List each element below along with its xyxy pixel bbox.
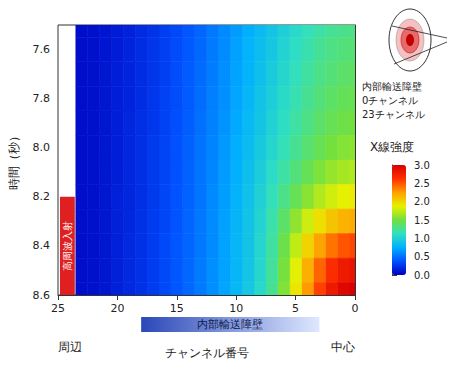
svg-text:8.4: 8.4 [33, 239, 51, 252]
svg-text:8.0: 8.0 [33, 141, 51, 154]
svg-text:X線強度: X線強度 [370, 140, 414, 154]
svg-text:20: 20 [110, 302, 124, 315]
svg-text:5: 5 [292, 302, 299, 315]
svg-text:15: 15 [170, 302, 184, 315]
svg-text:0.0: 0.0 [414, 270, 430, 281]
svg-text:7.8: 7.8 [33, 92, 51, 105]
svg-text:8.6: 8.6 [33, 289, 51, 302]
svg-text:10: 10 [229, 302, 243, 315]
svg-text:0.5: 0.5 [414, 251, 430, 262]
svg-text:0: 0 [352, 302, 359, 315]
svg-text:内部輸送障壁: 内部輸送障壁 [197, 318, 263, 331]
svg-text:高周波入射: 高周波入射 [62, 221, 73, 271]
svg-text:0チャンネル: 0チャンネル [362, 95, 418, 106]
svg-text:1.0: 1.0 [414, 233, 430, 244]
svg-text:2.0: 2.0 [414, 196, 430, 207]
svg-text:2.5: 2.5 [414, 178, 430, 189]
svg-text:3.0: 3.0 [414, 160, 430, 171]
svg-text:中心: 中心 [331, 340, 355, 354]
svg-text:周辺: 周辺 [58, 340, 82, 354]
svg-text:23チャンネル: 23チャンネル [362, 109, 425, 120]
svg-text:時間（秒）: 時間（秒） [7, 130, 21, 190]
svg-text:8.2: 8.2 [33, 190, 51, 203]
svg-text:内部輸送障壁: 内部輸送障壁 [362, 81, 422, 92]
svg-text:チャンネル番号: チャンネル番号 [165, 346, 249, 360]
svg-text:7.6: 7.6 [33, 43, 51, 56]
svg-text:25: 25 [51, 302, 65, 315]
svg-text:1.5: 1.5 [414, 215, 430, 226]
